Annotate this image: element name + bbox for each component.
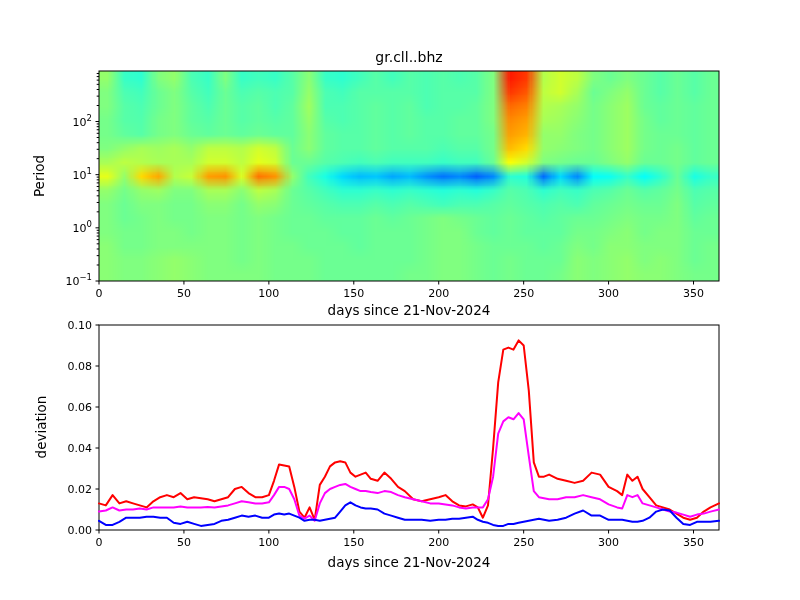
top-y-tick-label: 10−1 xyxy=(65,272,92,288)
bottom-x-tick-label: 200 xyxy=(428,536,449,549)
top-x-tick-label: 50 xyxy=(177,287,191,300)
bottom-xaxis-label: days since 21-Nov-2024 xyxy=(328,554,491,570)
top-xaxis-label: days since 21-Nov-2024 xyxy=(328,302,491,318)
top-x-tick-label: 300 xyxy=(598,287,619,300)
bottom-x-tick-label: 350 xyxy=(683,536,704,549)
bottom-x-tick-label: 300 xyxy=(598,536,619,549)
top-y-tick-label: 102 xyxy=(73,113,92,129)
top-x-tick-label: 150 xyxy=(343,287,364,300)
bottom-y-tick-label: 0.08 xyxy=(68,360,93,373)
bottom-yaxis-label: deviation xyxy=(33,396,49,459)
top-yaxis-label: Period xyxy=(31,155,47,197)
red-line xyxy=(99,340,719,519)
bottom-y-tick-label: 0.10 xyxy=(68,319,93,332)
top-x-tick-label: 250 xyxy=(513,287,534,300)
magenta-line xyxy=(99,413,719,521)
bottom-x-tick-label: 150 xyxy=(343,536,364,549)
top-x-tick-label: 200 xyxy=(428,287,449,300)
bottom-y-tick-label: 0.02 xyxy=(68,483,93,496)
top-plot-frame xyxy=(99,71,719,281)
bottom-x-tick-label: 50 xyxy=(177,536,191,549)
blue-line xyxy=(99,502,719,526)
top-y-tick-label: 101 xyxy=(73,166,92,182)
top-x-tick-label: 100 xyxy=(258,287,279,300)
top-x-tick-label: 350 xyxy=(683,287,704,300)
chart-title: gr.cll..bhz xyxy=(375,49,442,65)
bottom-y-tick-label: 0.04 xyxy=(68,442,93,455)
top-x-tick-label: 0 xyxy=(96,287,103,300)
bottom-y-tick-label: 0.06 xyxy=(68,401,93,414)
bottom-y-tick-label: 0.00 xyxy=(68,524,93,537)
top-y-tick-label: 100 xyxy=(73,219,92,235)
figure: gr.cll..bhz days since 21-Nov-2024 Perio… xyxy=(0,0,800,600)
bottom-x-tick-label: 250 xyxy=(513,536,534,549)
axes-svg: gr.cll..bhz days since 21-Nov-2024 Perio… xyxy=(0,0,800,600)
bottom-x-tick-label: 100 xyxy=(258,536,279,549)
bottom-x-tick-label: 0 xyxy=(96,536,103,549)
